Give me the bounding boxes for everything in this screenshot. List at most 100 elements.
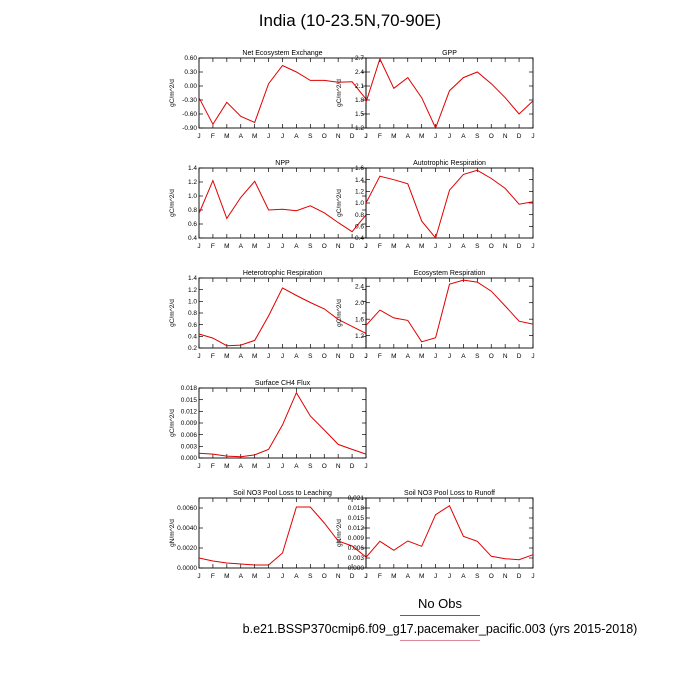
y-tick-label: 1.4 <box>188 275 197 282</box>
y-tick-label: 1.6 <box>355 316 364 323</box>
x-tick-label: F <box>378 243 382 250</box>
y-tick-label: 0.00 <box>184 83 197 90</box>
plot-frame <box>365 277 534 349</box>
y-tick-label: 0.4 <box>355 235 364 242</box>
series-line <box>198 64 367 126</box>
x-tick-label: J <box>364 573 367 580</box>
x-tick-label: D <box>350 243 355 250</box>
y-tick-label: 0.000 <box>348 565 365 572</box>
y-axis-label: gN/m^2/d <box>169 519 176 547</box>
y-tick-label: 0.015 <box>348 515 365 522</box>
x-tick-label: A <box>239 243 244 250</box>
x-tick-label: D <box>517 573 522 580</box>
y-axis-label: gC/m^2/d <box>169 189 176 217</box>
x-tick-label: M <box>224 133 229 140</box>
series-line <box>198 287 367 347</box>
y-tick-label: 1.0 <box>355 200 364 207</box>
chart-panel: Soil NO3 Pool Loss to Runoff gN/m^2/d 0.02… <box>336 490 535 580</box>
y-tick-label: 0.6 <box>188 221 197 228</box>
x-tick-label: A <box>294 243 299 250</box>
series-line <box>198 179 367 233</box>
y-tick-label: 0.6 <box>355 224 364 231</box>
series-line <box>198 391 367 458</box>
x-tick-label: J <box>448 573 451 580</box>
y-tick-label: 0.8 <box>188 207 197 214</box>
x-tick-label: F <box>378 353 382 360</box>
y-tick-label: 1.2 <box>188 179 197 186</box>
x-tick-label: M <box>224 463 229 470</box>
x-tick-label: A <box>406 353 411 360</box>
x-tick-label: M <box>252 353 257 360</box>
series-line <box>198 506 367 566</box>
x-tick-label: N <box>503 353 508 360</box>
x-tick-label: J <box>531 133 534 140</box>
chart-title: Surface CH4 Flux <box>255 380 311 387</box>
plot-frame <box>198 387 367 459</box>
x-tick-label: A <box>294 353 299 360</box>
x-tick-label: A <box>461 353 466 360</box>
x-tick-label: D <box>517 353 522 360</box>
y-tick-label: 1.5 <box>355 111 364 118</box>
x-tick-label: M <box>252 573 257 580</box>
x-tick-label: J <box>281 243 284 250</box>
y-tick-label: 0.8 <box>188 310 197 317</box>
chart-title: Soil NO3 Pool Loss to Leaching <box>233 490 332 497</box>
x-tick-label: J <box>531 243 534 250</box>
x-tick-label: S <box>475 243 480 250</box>
x-tick-label: J <box>364 243 367 250</box>
y-axis-label: gC/m^2/d <box>169 409 176 437</box>
x-tick-label: M <box>391 133 396 140</box>
x-tick-label: S <box>308 133 313 140</box>
y-tick-label: 0.0040 <box>177 525 197 532</box>
x-tick-label: A <box>294 573 299 580</box>
y-tick-label: 0.015 <box>181 397 198 404</box>
chart-title: NPP <box>275 160 290 167</box>
x-tick-label: M <box>419 243 424 250</box>
y-axis-label: gC/m^2/d <box>336 189 343 217</box>
series-line <box>365 57 534 130</box>
x-tick-label: A <box>239 463 244 470</box>
chart-panel: Soil NO3 Pool Loss to LeachinggN/m^2/d0.… <box>169 490 368 580</box>
y-tick-label: 0.60 <box>184 55 197 62</box>
y-tick-label: 1.2 <box>355 189 364 196</box>
y-tick-label: 0.000 <box>181 455 198 462</box>
x-tick-label: O <box>322 353 327 360</box>
x-tick-label: J <box>281 133 284 140</box>
x-tick-label: J <box>448 353 451 360</box>
y-tick-label: 2.4 <box>355 283 364 290</box>
y-tick-label: 0.003 <box>348 555 365 562</box>
chart-panel: Net Ecosystem Exchange gC/m^2/d 0.60 0.30 0.… <box>169 50 368 140</box>
x-tick-label: A <box>461 573 466 580</box>
x-tick-label: A <box>294 463 299 470</box>
y-tick-label: 0.006 <box>181 432 198 439</box>
x-tick-label: J <box>281 463 284 470</box>
x-tick-label: J <box>281 573 284 580</box>
y-tick-label: 1.2 <box>188 287 197 294</box>
y-tick-label: 0.018 <box>181 385 198 392</box>
x-tick-label: S <box>475 133 480 140</box>
x-tick-label: O <box>322 573 327 580</box>
y-tick-label: 1.8 <box>355 97 364 104</box>
x-tick-label: J <box>434 353 437 360</box>
case-underline <box>400 640 480 641</box>
x-tick-label: N <box>336 243 341 250</box>
x-tick-label: M <box>252 133 257 140</box>
x-tick-label: J <box>364 243 367 250</box>
x-tick-label: M <box>419 573 424 580</box>
x-tick-label: M <box>391 243 396 250</box>
x-tick-label: A <box>461 243 466 250</box>
x-tick-label: J <box>197 573 200 580</box>
x-tick-label: N <box>503 573 508 580</box>
y-tick-label: 2.4 <box>355 69 364 76</box>
y-tick-label: 1.4 <box>355 177 364 184</box>
x-tick-label: M <box>224 353 229 360</box>
y-axis-label: gN/m^2/d <box>336 519 343 547</box>
x-tick-label: D <box>517 133 522 140</box>
y-tick-label: 0.006 <box>348 545 365 552</box>
x-tick-label: J <box>434 573 437 580</box>
x-tick-label: S <box>475 353 480 360</box>
series-line <box>365 169 534 240</box>
x-tick-label: D <box>350 353 355 360</box>
y-tick-label: 1.2 <box>355 333 364 340</box>
